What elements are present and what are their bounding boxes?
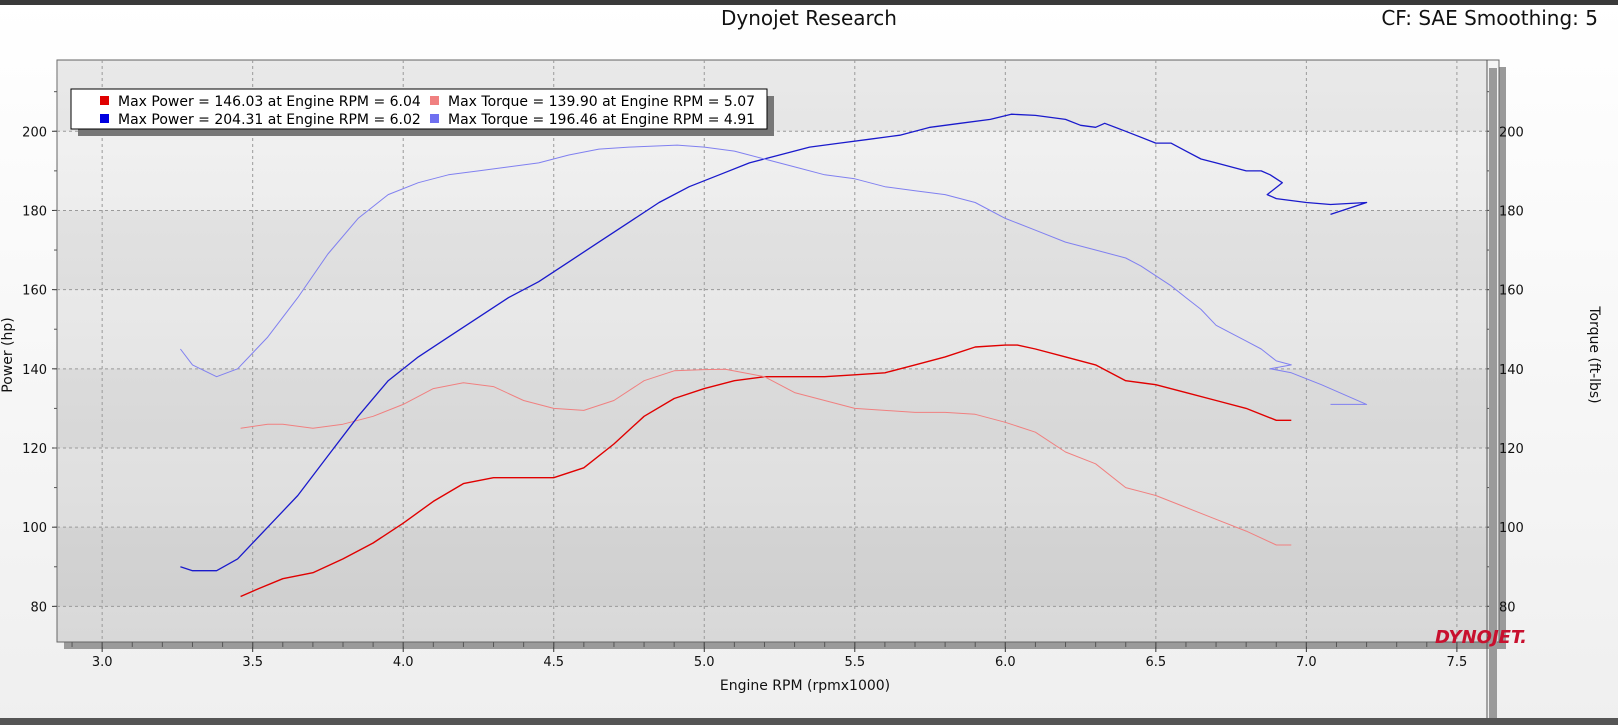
grid-band [58, 527, 1487, 607]
legend-swatch [430, 96, 439, 105]
legend-swatch [100, 114, 109, 123]
x-axis-label: Engine RPM (rpmx1000) [720, 678, 890, 694]
y2-tick-label: 100 [1499, 521, 1524, 536]
legend-entry-text: Max Torque = 139.90 at Engine RPM = 5.07 [448, 94, 755, 110]
x-tick-label: 4.5 [543, 655, 564, 670]
x-tick-label: 7.5 [1447, 655, 1468, 670]
legend-entry-text: Max Torque = 196.46 at Engine RPM = 4.91 [448, 112, 755, 128]
series-line-4 [180, 144, 1368, 405]
y-tick-label: 140 [22, 363, 47, 378]
legend-swatch [430, 114, 439, 123]
x-tick-label: 3.0 [92, 655, 113, 670]
plot-area [56, 59, 1500, 643]
y-tick-label: 120 [22, 442, 47, 457]
correction-smoothing-info: CF: SAE Smoothing: 5 [1381, 6, 1598, 30]
x-tick-label: 4.0 [393, 655, 414, 670]
legend-box [70, 88, 768, 130]
series-line-3 [180, 113, 1368, 572]
x-tick-label: 5.0 [694, 655, 715, 670]
legend: Max Power = 146.03 at Engine RPM = 6.04 M… [70, 88, 774, 136]
right-axis-shadow [1489, 68, 1497, 718]
series-line-1 [240, 344, 1292, 598]
x-tick-label: 5.5 [844, 655, 865, 670]
y-axis-label: Power (hp) [0, 317, 16, 392]
chart-title: Dynojet Research [721, 6, 897, 30]
y-tick-label: 180 [22, 204, 47, 219]
y-tick-label: 160 [22, 284, 47, 299]
y2-tick-label: 120 [1499, 442, 1524, 457]
legend-swatch [100, 96, 109, 105]
legend-entry-text: Max Power = 146.03 at Engine RPM = 6.04 [118, 94, 421, 110]
legend-entry-text: Max Power = 204.31 at Engine RPM = 6.02 [118, 112, 421, 128]
window-top-bar [0, 0, 1618, 5]
y-tick-label: 100 [22, 521, 47, 536]
y2-tick-label: 140 [1499, 363, 1524, 378]
x-tick-label: 6.0 [995, 655, 1016, 670]
grid-band [58, 210, 1487, 290]
y2-tick-label: 160 [1499, 284, 1524, 299]
y2-axis-label: Torque (ft-lbs) [1586, 305, 1602, 403]
y-tick-label: 200 [22, 125, 47, 140]
y2-tick-label: 200 [1499, 125, 1524, 140]
x-tick-label: 3.5 [242, 655, 263, 670]
window-bottom-bar [0, 718, 1618, 725]
y2-tick-label: 180 [1499, 204, 1524, 219]
x-tick-label: 6.5 [1145, 655, 1166, 670]
y2-tick-label: 80 [1499, 600, 1516, 615]
y-tick-label: 80 [30, 600, 47, 615]
dynojet-logo: DYNOJET. [1435, 627, 1527, 648]
x-tick-label: 7.0 [1296, 655, 1317, 670]
grid-band [58, 368, 1487, 448]
series-line-2 [240, 368, 1292, 546]
